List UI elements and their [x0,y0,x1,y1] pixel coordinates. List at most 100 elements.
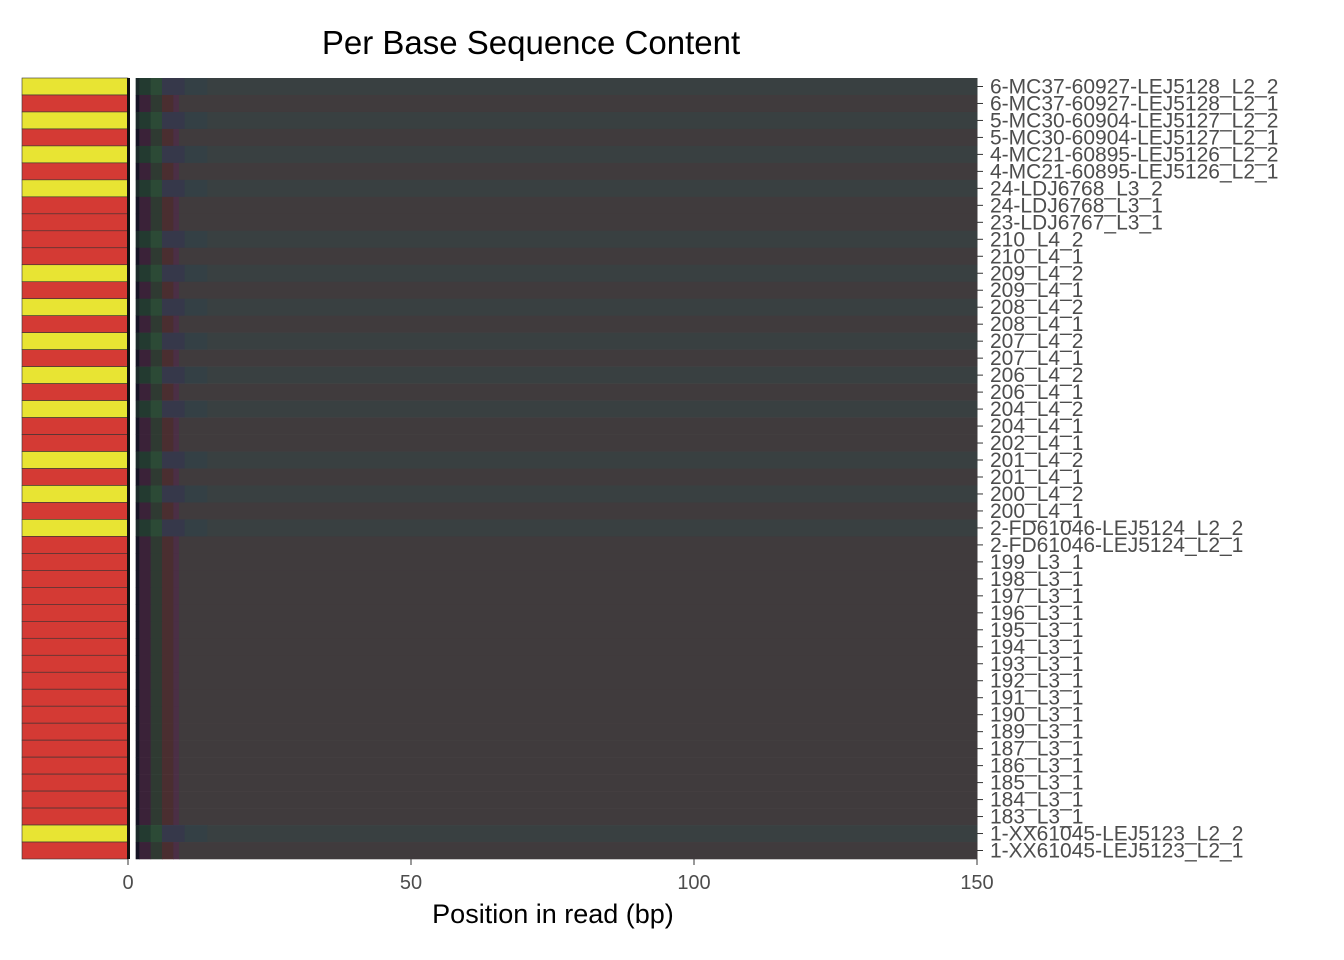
heatmap [127,78,978,860]
heatmap-cell [178,587,978,605]
heatmap-cell [178,417,978,435]
heatmap-cell [161,434,174,452]
y-tick-label: 24-LDJ6768_L3_1 [990,194,1163,217]
heatmap-cell [139,723,152,741]
heatmap-cell [207,485,978,503]
heatmap-cell [135,519,140,537]
status-cell [21,570,129,588]
heatmap-cell [139,638,152,656]
heatmap-cell [150,791,163,809]
y-tick-label: 200_L4_1 [990,500,1083,523]
heatmap-cell [178,570,978,588]
y-tick-label: 204_L4_2 [990,398,1083,421]
status-cell [21,332,129,350]
status-cell [21,637,129,656]
heatmap-cell [139,706,152,724]
heatmap-cell [161,94,174,113]
status-cell [21,451,129,469]
y-tick-label: 207_L4_2 [990,330,1083,353]
heatmap-cell [161,128,174,147]
y-tick-label: 186_L3_1 [990,755,1083,778]
heatmap-cell [139,553,152,571]
status-cell [21,654,129,673]
heatmap-cell [173,417,180,435]
status-cell [21,264,129,283]
status-cell [21,417,129,435]
status-cell [21,722,129,741]
heatmap-cell [178,553,978,571]
heatmap-cell [150,78,163,96]
heatmap-cell [178,247,978,266]
heatmap-cell [150,230,163,249]
heatmap-cell [173,315,180,333]
heatmap-cell [161,536,174,554]
heatmap-cell [150,383,163,401]
heatmap-cell [184,485,208,503]
heatmap-cell [139,451,152,469]
heatmap-cell [139,434,152,452]
heatmap-cell [135,145,140,164]
heatmap-cell [150,587,163,605]
heatmap-cell [178,655,978,673]
heatmap-cell [139,468,152,486]
status-cell [21,502,129,520]
heatmap-cell [150,400,163,418]
heatmap-cell [150,179,163,198]
heatmap-cell [207,519,978,537]
y-tick-label: 197_L3_1 [990,585,1083,608]
heatmap-cell [161,366,186,384]
heatmap-cell [184,230,208,249]
heatmap-cell [135,94,140,113]
y-tick-label: 206_L4_2 [990,364,1083,387]
status-cell [21,688,129,707]
y-tick-label: 208_L4_2 [990,296,1083,319]
heatmap-cell [150,621,163,639]
heatmap-cell [139,196,152,215]
heatmap-cell [150,94,163,113]
heatmap-cell [161,808,174,826]
heatmap-cell [135,689,140,707]
y-tick-label: 4-MC21-60895-LEJ5126_L2_1 [990,160,1278,183]
y-tick-label: 189_L3_1 [990,721,1083,744]
heatmap-cell [178,213,978,232]
heatmap-cell [135,587,140,605]
heatmap-cell [135,298,140,316]
heatmap-cell [178,383,978,401]
heatmap-cell [161,672,174,690]
heatmap-cell [139,94,152,113]
heatmap-cell [150,502,163,520]
status-cell [21,281,129,300]
y-tick-label: 207_L4_1 [990,347,1083,370]
heatmap-cell [139,740,152,758]
y-tick-label: 210_L4_2 [990,228,1083,251]
heatmap-cell [139,111,152,130]
heatmap-cell [135,332,140,350]
heatmap-cell [178,757,978,775]
heatmap-cell [207,825,978,843]
heatmap-cell [173,196,180,215]
heatmap-cell [161,587,174,605]
status-cell [21,773,129,792]
status-cell [21,790,129,809]
status-cell [21,349,129,367]
heatmap-cell [139,672,152,690]
heatmap-cell [161,553,174,571]
heatmap-cell [135,638,140,656]
heatmap-cell [135,451,140,469]
status-cell [21,671,129,690]
x-axis-label: Position in read (bp) [432,899,674,929]
heatmap-cell [173,842,180,860]
heatmap-cell [207,400,978,418]
status-cell [21,230,129,249]
heatmap-cell [135,349,140,367]
heatmap-cell [139,757,152,775]
heatmap-cell [139,247,152,266]
heatmap-cell [135,213,140,232]
status-cell [21,824,129,843]
heatmap-cell [150,451,163,469]
heatmap-cell [135,468,140,486]
y-tick-label: 195_L3_1 [990,619,1083,642]
heatmap-cell [178,128,978,147]
heatmap-cell [150,825,163,843]
status-cell [21,196,129,215]
